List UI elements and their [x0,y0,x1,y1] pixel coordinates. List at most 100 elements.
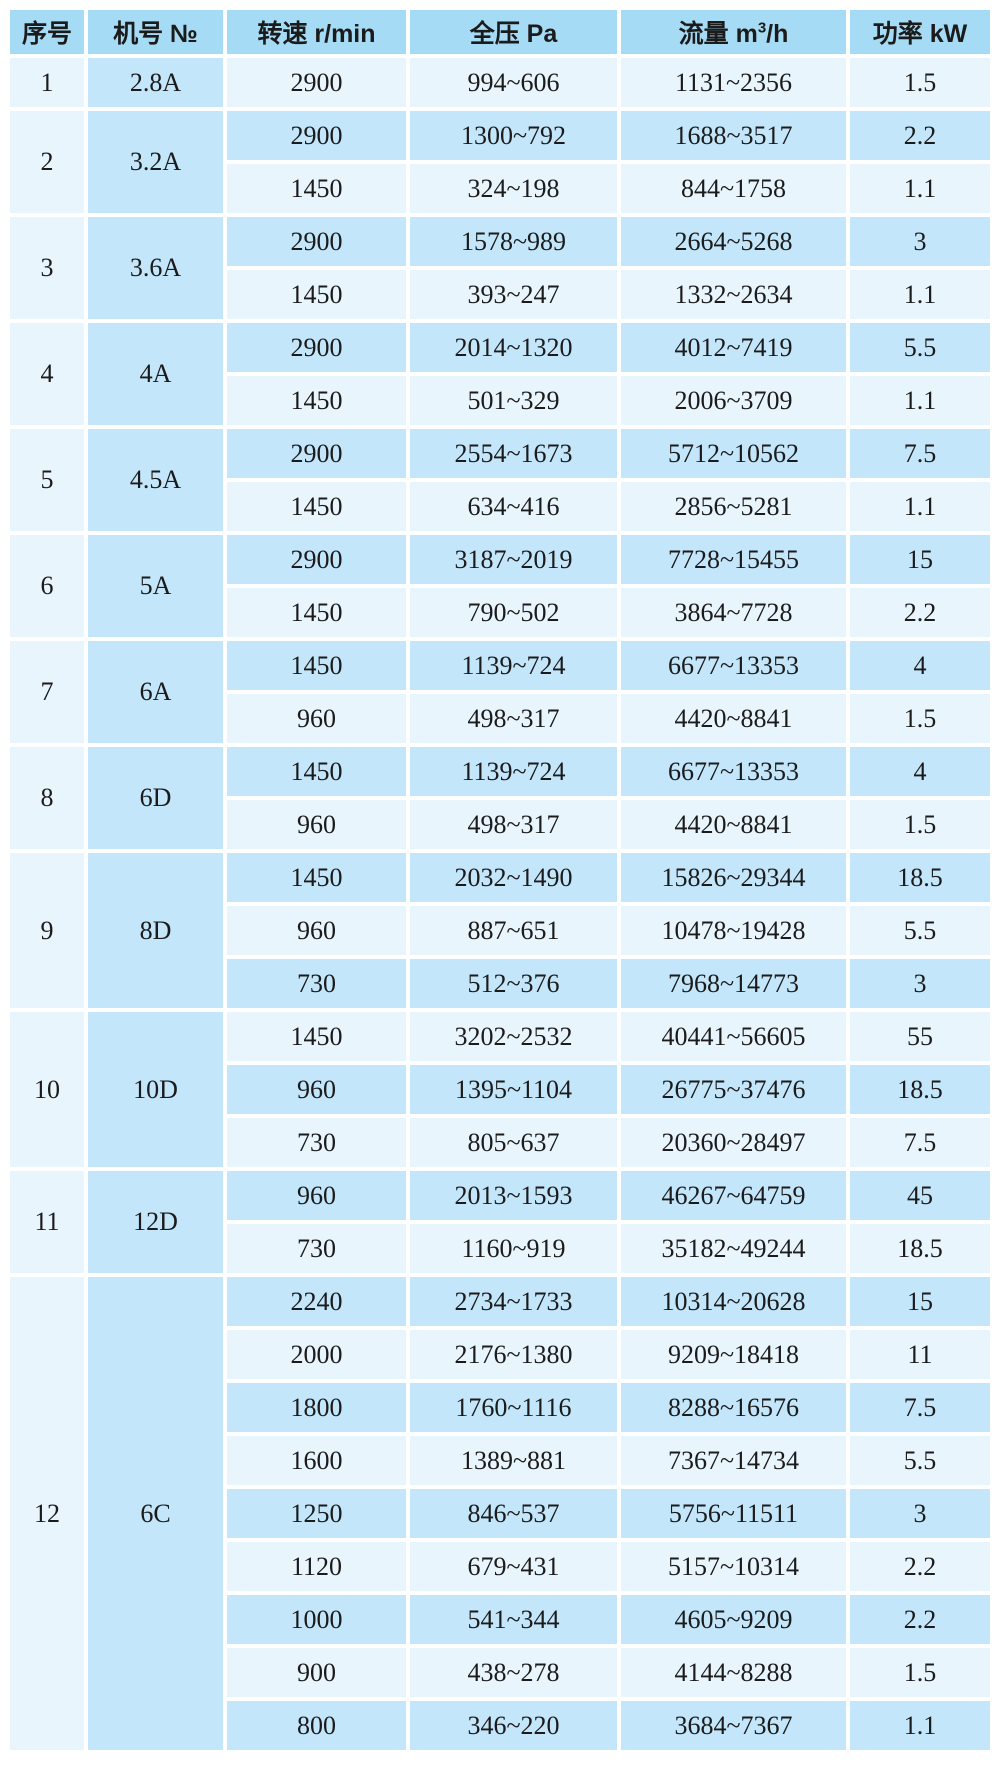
table-row: 7 6A 1450 1139~724 6677~13353 4 [6,637,994,747]
data-cell-speed: 1450 [223,160,410,217]
data-cell-speed: 960 [223,690,410,747]
data-cell-power: 7.5 [846,425,994,482]
data-cell-speed: 960 [223,1167,410,1224]
column-header-pressure: 全压 Pa [406,6,621,58]
column-header-serial: 序号 [6,6,88,58]
column-header-model: 机号 № [84,6,227,58]
data-cell-pressure: 512~376 [406,955,621,1012]
seq-cell: 8 [6,743,88,853]
table-row: 1450 790~502 3864~7728 2.2 [8,584,994,641]
table-row: 2 3.2A 2900 1300~792 1688~3517 2.2 [6,107,994,217]
data-cell-speed: 2900 [223,319,410,376]
data-cell-pressure: 790~502 [406,584,621,641]
data-cell-flow: 4144~8288 [617,1644,850,1701]
data-cell-speed: 1450 [223,266,410,323]
data-cell-flow: 5712~10562 [617,425,850,482]
data-cell-pressure: 501~329 [406,372,621,429]
fan-spec-table: 序号 机号 № 转速 r/min 全压 Pa 流量 m3/h 功率 kW 1 2.8A 290… [6,6,994,1754]
data-cell-pressure: 1300~792 [406,107,621,164]
data-cell-power: 18.5 [846,849,994,906]
seq-cell: 12 [6,1273,88,1754]
data-cell-flow: 8288~16576 [617,1379,850,1436]
table-row: 10 10D 1450 3202~2532 40441~56605 55 [6,1008,994,1171]
data-cell-pressure: 2734~1733 [406,1273,621,1330]
data-cell-speed: 1450 [223,637,410,694]
data-cell-speed: 1450 [223,478,410,535]
table-row: 12 6C 2240 2734~1733 10314~20628 15 [6,1273,994,1754]
data-cell-power: 1.1 [846,266,994,323]
data-cell-flow: 35182~49244 [617,1220,850,1277]
seq-cell: 5 [6,425,88,535]
data-cell-speed: 730 [223,1220,410,1277]
data-cell-pressure: 498~317 [406,690,621,747]
data-cell-pressure: 1395~1104 [406,1061,621,1118]
data-cell-power: 1.1 [846,1697,994,1754]
table-row: 1 2.8A 2900 994~606 1131~2356 1.5 [6,54,994,111]
data-cell-flow: 6677~13353 [617,637,850,694]
data-cell-flow: 2664~5268 [617,213,850,270]
data-cell-speed: 1120 [223,1538,410,1595]
data-cell-power: 4 [846,743,994,800]
data-cell-pressure: 2032~1490 [406,849,621,906]
model-cell: 12D [84,1167,227,1277]
data-cell-pressure: 3202~2532 [406,1008,621,1065]
data-cell-flow: 7968~14773 [617,955,850,1012]
data-cell-flow: 5756~11511 [617,1485,850,1542]
data-cell-power: 7.5 [846,1114,994,1171]
table-row: 960 498~317 4420~8841 1.5 [8,796,994,853]
data-cell-flow: 6677~13353 [617,743,850,800]
data-cell-pressure: 1578~989 [406,213,621,270]
seq-cell: 11 [6,1167,88,1277]
data-cell-power: 4 [846,637,994,694]
data-cell-power: 2.2 [846,1538,994,1595]
data-cell-pressure: 393~247 [406,266,621,323]
data-cell-flow: 2006~3709 [617,372,850,429]
table-row: 730 805~637 20360~28497 7.5 [8,1114,994,1171]
data-cell-power: 1.5 [846,690,994,747]
data-cell-pressure: 3187~2019 [406,531,621,588]
data-cell-power: 45 [846,1167,994,1224]
table-row: 1800 1760~1116 8288~16576 7.5 [8,1379,994,1436]
data-cell-pressure: 346~220 [406,1697,621,1754]
data-cell-pressure: 634~416 [406,478,621,535]
table-row: 6 5A 2900 3187~2019 7728~15455 15 [6,531,994,641]
data-cell-power: 1.5 [846,1644,994,1701]
data-cell-speed: 960 [223,796,410,853]
data-cell-pressure: 887~651 [406,902,621,959]
data-cell-power: 18.5 [846,1220,994,1277]
model-cell: 8D [84,849,227,1012]
data-cell-flow: 9209~18418 [617,1326,850,1383]
data-cell-speed: 1450 [223,372,410,429]
data-cell-flow: 10478~19428 [617,902,850,959]
data-cell-speed: 1450 [223,849,410,906]
table-row: 3 3.6A 2900 1578~989 2664~5268 3 [6,213,994,323]
data-cell-flow: 7728~15455 [617,531,850,588]
data-cell-pressure: 324~198 [406,160,621,217]
table-row: 1450 324~198 844~1758 1.1 [8,160,994,217]
data-cell-speed: 730 [223,955,410,1012]
data-cell-pressure: 994~606 [406,54,621,111]
data-cell-speed: 2000 [223,1326,410,1383]
data-cell-pressure: 805~637 [406,1114,621,1171]
data-cell-pressure: 541~344 [406,1591,621,1648]
data-cell-speed: 1600 [223,1432,410,1489]
data-cell-flow: 46267~64759 [617,1167,850,1224]
model-cell: 4A [84,319,227,429]
data-cell-pressure: 679~431 [406,1538,621,1595]
seq-cell: 9 [6,849,88,1012]
table-header-row: 序号 机号 № 转速 r/min 全压 Pa 流量 m3/h 功率 kW [6,6,994,58]
data-cell-power: 55 [846,1008,994,1065]
data-cell-flow: 10314~20628 [617,1273,850,1330]
column-header-flow: 流量 m3/h [617,6,850,58]
model-cell: 6C [84,1273,227,1754]
seq-cell: 1 [6,54,88,111]
table-row: 1450 634~416 2856~5281 1.1 [8,478,994,535]
data-cell-power: 3 [846,955,994,1012]
model-cell: 4.5A [84,425,227,535]
data-cell-power: 7.5 [846,1379,994,1436]
seq-cell: 7 [6,637,88,747]
column-header-speed: 转速 r/min [223,6,410,58]
data-cell-power: 1.5 [846,54,994,111]
table-row: 1250 846~537 5756~11511 3 [8,1485,994,1542]
data-cell-power: 11 [846,1326,994,1383]
